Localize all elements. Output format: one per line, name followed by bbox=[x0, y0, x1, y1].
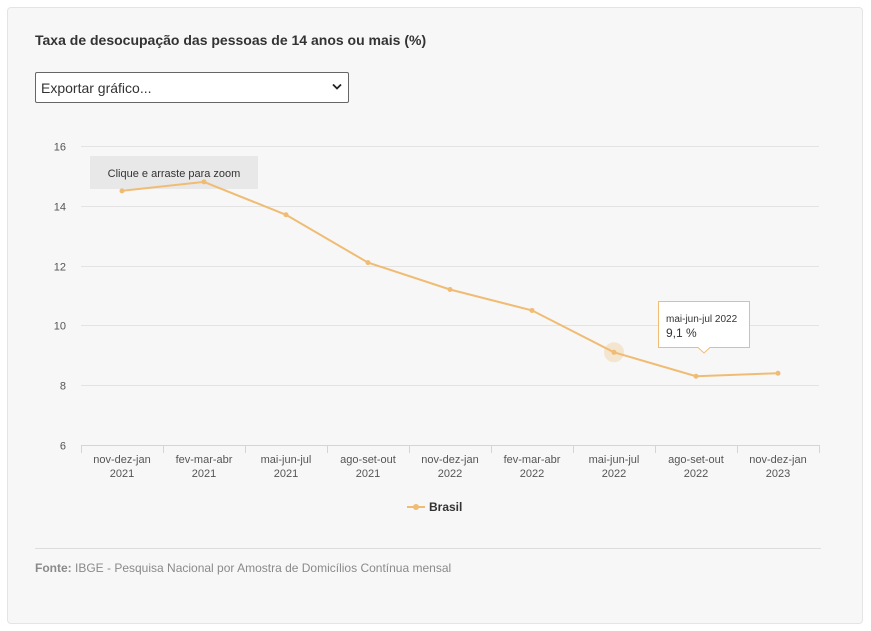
y-tick-label: 16 bbox=[54, 142, 66, 154]
data-point bbox=[283, 212, 289, 218]
y-tick-label: 12 bbox=[54, 262, 66, 274]
y-axis: 16 14 12 10 8 6 bbox=[54, 142, 66, 453]
chevron-down-icon bbox=[332, 83, 342, 90]
x-tick-label-year: 2021 bbox=[110, 468, 134, 480]
x-tick-label-year: 2021 bbox=[356, 468, 380, 480]
tooltip: mai-jun-jul 2022 9,1 % bbox=[658, 301, 750, 354]
x-tick-label-year: 2022 bbox=[438, 468, 462, 480]
data-point bbox=[119, 188, 125, 194]
y-tick-label: 14 bbox=[54, 202, 66, 214]
x-tick-label-year: 2022 bbox=[684, 468, 708, 480]
x-tick-label: mai-jun-jul bbox=[261, 454, 312, 466]
x-tick-label: ago-set-out bbox=[668, 454, 724, 466]
tooltip-value: 9,1 % bbox=[666, 326, 697, 340]
x-tick-label-year: 2023 bbox=[766, 468, 790, 480]
x-tick-label: nov-dez-jan bbox=[93, 454, 150, 466]
y-tick-label: 6 bbox=[60, 441, 66, 453]
data-point bbox=[529, 307, 535, 313]
x-tick-label: ago-set-out bbox=[340, 454, 396, 466]
x-tick-label: mai-jun-jul bbox=[589, 454, 640, 466]
source-note: Fonte: IBGE - Pesquisa Nacional por Amos… bbox=[35, 561, 451, 575]
zoom-hint-text: Clique e arraste para zoom bbox=[108, 168, 241, 180]
legend-item-brasil[interactable]: Brasil bbox=[407, 500, 462, 514]
tooltip-box bbox=[658, 301, 750, 354]
data-point bbox=[365, 260, 371, 266]
y-tick-label: 10 bbox=[54, 321, 66, 333]
x-tick-label-year: 2021 bbox=[274, 468, 298, 480]
data-point bbox=[775, 370, 781, 376]
export-chart-label: Exportar gráfico... bbox=[41, 80, 152, 96]
footer-divider bbox=[35, 548, 821, 549]
data-point bbox=[447, 287, 453, 293]
x-tick-label-year: 2022 bbox=[602, 468, 626, 480]
x-tick-label: nov-dez-jan bbox=[421, 454, 478, 466]
data-point bbox=[611, 349, 617, 355]
data-point bbox=[693, 373, 699, 379]
zoom-hint-box bbox=[90, 156, 258, 189]
x-tick-label: fev-mar-abr bbox=[176, 454, 233, 466]
y-tick-label: 8 bbox=[60, 381, 66, 393]
chart-title: Taxa de desocupação das pessoas de 14 an… bbox=[35, 32, 427, 48]
x-tick-label: nov-dez-jan bbox=[749, 454, 806, 466]
x-axis: nov-dez-jan 2021 fev-mar-abr 2021 mai-jun-ju… bbox=[81, 445, 820, 480]
legend-marker-icon bbox=[413, 504, 419, 510]
data-point bbox=[201, 179, 207, 185]
x-tick-label: fev-mar-abr bbox=[504, 454, 561, 466]
legend-label: Brasil bbox=[429, 500, 462, 514]
source-label: Fonte: bbox=[35, 561, 72, 575]
grid-lines bbox=[81, 146, 819, 386]
x-tick-label-year: 2022 bbox=[520, 468, 544, 480]
source-text: IBGE - Pesquisa Nacional por Amostra de … bbox=[71, 561, 452, 575]
tooltip-title: mai-jun-jul 2022 bbox=[666, 314, 738, 325]
export-chart-select[interactable]: Exportar gráfico... bbox=[35, 72, 349, 103]
x-tick-label-year: 2021 bbox=[192, 468, 216, 480]
data-points bbox=[119, 179, 781, 379]
